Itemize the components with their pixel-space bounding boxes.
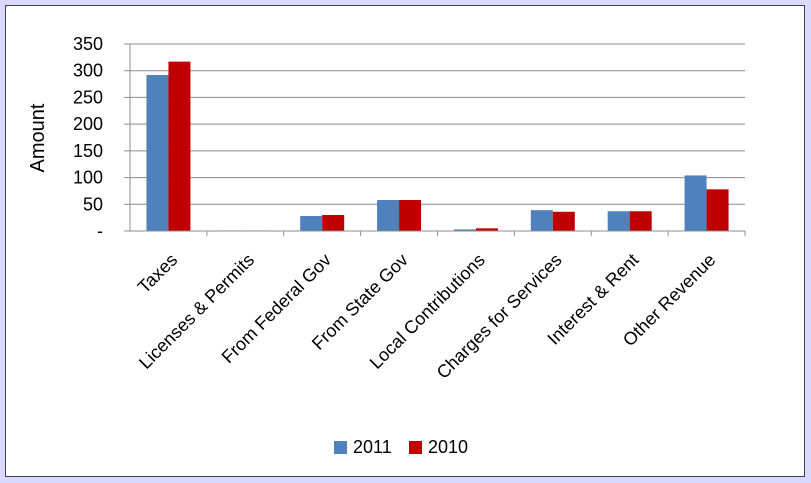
y-tick-label: 350 [73,34,103,54]
y-tick-label: 250 [73,87,103,107]
y-tick-label: 150 [73,141,103,161]
bar-2011-2 [300,216,323,231]
bar-2011-0 [146,74,169,231]
bar-2011-5 [530,210,553,231]
legend-swatch-2011 [334,441,347,454]
bar-2010-2 [322,214,345,231]
bar-2011-4 [453,229,476,231]
x-category-label: Charges for Services [433,250,566,383]
y-axis-title: Amount [27,103,49,172]
y-axis-ticks: - 50 100 150 200 250 300 350 [73,34,130,241]
bar-2010-7 [706,189,729,231]
y-tick-label: 50 [83,194,103,214]
y-tick-label: - [97,221,103,241]
bar-2011-6 [607,211,630,231]
y-tick-label: 100 [73,168,103,188]
x-category-label: Taxes [134,250,181,297]
bar-2011-3 [377,200,400,231]
bar-2010-6 [629,211,652,231]
bar-2010-3 [399,200,422,231]
y-tick-label: 200 [73,114,103,134]
legend-swatch-2010 [409,441,422,454]
legend-label-2010: 2010 [428,437,468,457]
bar-2011-7 [684,175,707,231]
axes [129,44,746,236]
bars [146,61,729,232]
bar-2010-5 [552,211,575,231]
chart-frame [5,5,805,477]
y-tick-label: 300 [73,61,103,81]
legend: 2011 2010 [334,437,468,457]
bar-2010-0 [168,61,191,232]
gridlines [130,43,745,205]
legend-label-2011: 2011 [353,437,392,457]
bar-2010-4 [475,228,498,231]
